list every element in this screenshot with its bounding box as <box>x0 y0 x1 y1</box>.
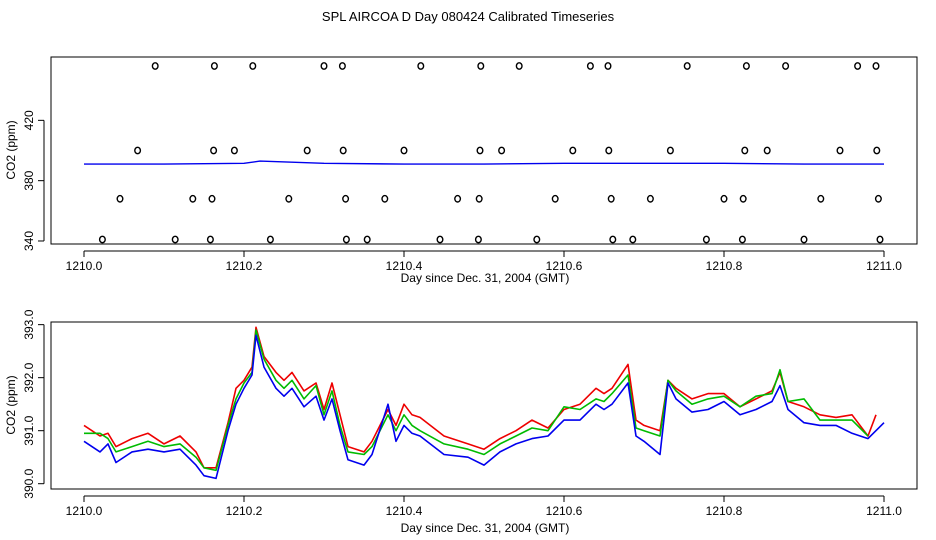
top-point-marker <box>569 146 577 155</box>
top-lines <box>84 160 884 165</box>
chart-title: SPL AIRCOA D Day 080424 Calibrated Times… <box>321 9 615 24</box>
top-point-marker <box>98 235 106 244</box>
top-point-marker <box>206 235 214 244</box>
top-y-tick-label: 380 <box>22 170 36 190</box>
top-point-marker <box>874 194 882 203</box>
top-point-marker <box>208 194 216 203</box>
top-point-marker <box>605 146 613 155</box>
bottom-y-tick-label: 393.0 <box>22 309 36 339</box>
top-point-marker <box>151 62 159 70</box>
top-point-marker <box>876 235 884 244</box>
top-point-marker <box>171 235 179 244</box>
bottom-series-line-green <box>84 329 869 472</box>
top-point-marker <box>533 235 541 244</box>
top-x-tick-label: 1210.6 <box>546 259 583 273</box>
top-point-marker <box>607 194 615 203</box>
top-point-marker <box>210 62 218 70</box>
bottom-x-tick-label: 1210.0 <box>66 504 103 518</box>
top-point-marker <box>342 194 350 203</box>
top-point-marker <box>873 146 881 155</box>
bottom-x-axis-label: Day since Dec. 31, 2004 (GMT) <box>401 521 570 535</box>
bottom-y-tick-label: 392.0 <box>22 362 36 392</box>
bottom-x-tick-label: 1211.0 <box>866 504 902 518</box>
top-point-marker <box>720 194 728 203</box>
top-point-marker <box>739 194 747 203</box>
bottom-panel: 1210.0 1210.2 1210.4 1210.6 1210.8 1211.0 390.… <box>4 309 918 535</box>
top-x-tick-label: 1210.8 <box>706 259 743 273</box>
top-point-marker <box>551 194 559 203</box>
top-point-marker <box>477 62 485 70</box>
top-point-marker <box>474 235 482 244</box>
top-point-marker <box>363 235 371 244</box>
bottom-x-tick-label: 1210.4 <box>386 504 423 518</box>
bottom-y-axis-label: CO2 (ppm) <box>4 375 18 434</box>
top-x-tick-label: 1210.0 <box>66 259 103 273</box>
top-point-marker <box>782 62 790 70</box>
top-point-marker <box>134 146 142 155</box>
top-point-marker <box>116 194 124 203</box>
top-point-marker <box>436 235 444 244</box>
top-point-marker <box>741 146 749 155</box>
top-point-marker <box>646 194 654 203</box>
bottom-y-tick-label: 391.0 <box>22 415 36 445</box>
top-point-marker <box>454 194 462 203</box>
top-point-marker <box>230 146 238 155</box>
top-point-marker <box>303 146 311 155</box>
top-point-marker <box>872 62 880 70</box>
top-point-marker <box>666 146 674 155</box>
top-x-tick-label: 1210.2 <box>226 259 263 273</box>
top-point-marker <box>476 146 484 155</box>
bottom-plot-frame <box>50 321 918 490</box>
top-plot-frame <box>50 56 918 245</box>
top-point-marker <box>836 146 844 155</box>
top-markers <box>98 62 884 244</box>
top-point-marker <box>320 62 328 70</box>
bottom-lines <box>83 326 885 480</box>
top-point-marker <box>702 235 710 244</box>
top-point-marker <box>210 146 218 155</box>
top-point-marker <box>498 146 506 155</box>
bottom-y-tick-label: 390.0 <box>22 468 36 498</box>
top-point-marker <box>763 146 771 155</box>
top-point-marker <box>738 235 746 244</box>
top-point-marker <box>400 146 408 155</box>
top-point-marker <box>417 62 425 70</box>
top-point-marker <box>515 62 523 70</box>
top-y-axis-label: CO2 (ppm) <box>4 120 18 179</box>
top-panel: 1210.0 1210.2 1210.4 1210.6 1210.8 1211.0 340 3… <box>4 56 918 285</box>
top-point-marker <box>339 146 347 155</box>
top-point-marker <box>683 62 691 70</box>
top-point-marker <box>629 235 637 244</box>
top-y-tick-label: 340 <box>22 231 36 251</box>
top-point-marker <box>338 62 346 70</box>
top-point-marker <box>381 194 389 203</box>
top-point-marker <box>249 62 257 70</box>
top-point-marker <box>475 194 483 203</box>
top-x-tick-label: 1211.0 <box>866 259 902 273</box>
top-y-tick-label: 420 <box>22 110 36 130</box>
bottom-series-line-blue <box>83 334 885 480</box>
bottom-series-line-red <box>83 326 877 469</box>
top-point-marker <box>800 235 808 244</box>
top-point-marker <box>854 62 862 70</box>
top-point-marker <box>342 235 350 244</box>
top-point-marker <box>742 62 750 70</box>
bottom-x-tick-label: 1210.6 <box>546 504 583 518</box>
bottom-x-tick-label: 1210.2 <box>226 504 263 518</box>
bottom-axes: 1210.0 1210.2 1210.4 1210.6 1210.8 1211.0 390.… <box>22 309 902 518</box>
top-point-marker <box>586 62 594 70</box>
top-point-marker <box>285 194 293 203</box>
top-point-marker <box>189 194 197 203</box>
top-point-marker <box>604 62 612 70</box>
bottom-x-tick-label: 1210.8 <box>706 504 743 518</box>
top-series-line-blue <box>84 160 884 165</box>
top-axes: 1210.0 1210.2 1210.4 1210.6 1210.8 1211.0 340 3… <box>22 110 902 273</box>
top-point-marker <box>609 235 617 244</box>
top-point-marker <box>817 194 825 203</box>
top-x-axis-label: Day since Dec. 31, 2004 (GMT) <box>401 271 570 285</box>
top-point-marker <box>266 235 274 244</box>
top-x-tick-label: 1210.4 <box>386 259 423 273</box>
